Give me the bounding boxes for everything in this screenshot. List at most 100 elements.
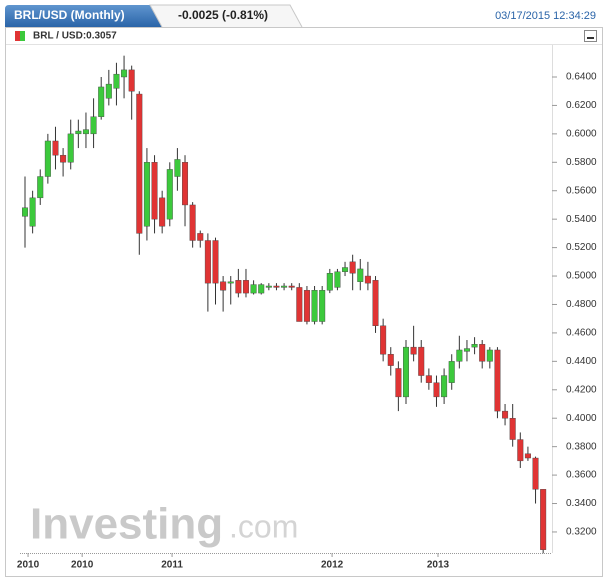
candle-body xyxy=(303,290,310,322)
y-tick-label: 0.6400 xyxy=(566,72,597,83)
candle-body xyxy=(524,453,531,459)
candle-body xyxy=(220,281,227,291)
chart-title: BRL/USD (Monthly) xyxy=(14,8,125,22)
candle-body xyxy=(288,285,295,288)
candle-body xyxy=(121,69,128,78)
candle-body xyxy=(372,280,379,327)
candle-body xyxy=(349,261,356,274)
candle-body xyxy=(540,489,547,550)
candle-body xyxy=(532,457,539,490)
y-tick-label: 0.4600 xyxy=(566,328,597,339)
candle-body xyxy=(486,349,493,362)
candle-body xyxy=(204,240,211,284)
timestamp: 03/17/2015 12:34:29 xyxy=(495,10,596,22)
x-tick-label: 2010 xyxy=(71,560,94,571)
y-tick-label: 0.4400 xyxy=(566,356,597,367)
candle-body xyxy=(311,290,318,322)
candle-body xyxy=(509,418,516,440)
candle-body xyxy=(151,162,158,220)
y-tick-label: 0.5400 xyxy=(566,214,597,225)
x-tick-label: 2013 xyxy=(427,560,450,571)
candle-body xyxy=(197,233,204,241)
candle-body xyxy=(98,86,105,117)
candle-body xyxy=(456,349,463,362)
y-tick-label: 0.4000 xyxy=(566,413,597,424)
candle-body xyxy=(143,162,150,227)
candle-body xyxy=(75,130,82,135)
candle-body xyxy=(212,240,219,284)
candle-body xyxy=(189,204,196,241)
minimize-button[interactable] xyxy=(584,30,597,42)
candle-body xyxy=(90,116,97,135)
y-tick-label: 0.3200 xyxy=(566,527,597,538)
legend-icon-up xyxy=(20,31,25,41)
candle-body xyxy=(105,83,112,99)
candle-body xyxy=(357,268,364,282)
y-tick-label: 0.5800 xyxy=(566,157,597,168)
candle-body xyxy=(227,281,234,284)
y-tick-label: 0.3600 xyxy=(566,470,597,481)
y-tick-label: 0.5600 xyxy=(566,185,597,196)
candle-body xyxy=(52,140,59,156)
watermark-domain: .com xyxy=(229,508,298,544)
title-tab xyxy=(5,5,162,27)
x-tick-label: 2011 xyxy=(161,560,183,571)
candle-body xyxy=(37,176,44,199)
candle-body xyxy=(166,169,173,220)
candle-body xyxy=(258,284,265,294)
candle-body xyxy=(364,275,371,284)
candle-body xyxy=(60,154,67,163)
y-tick-label: 0.6200 xyxy=(566,100,597,111)
x-tick-label: 2010 xyxy=(17,560,40,571)
candle-body xyxy=(448,361,455,383)
y-tick-label: 0.5000 xyxy=(566,271,597,282)
legend-icon-down xyxy=(15,31,20,41)
candle-body xyxy=(265,285,272,288)
candle-body xyxy=(174,159,181,177)
candle-body xyxy=(113,73,120,89)
candle-body xyxy=(82,129,89,135)
candle-body xyxy=(517,439,524,462)
candle-body xyxy=(418,346,425,376)
x-tick-label: 2012 xyxy=(321,560,344,571)
candle-body xyxy=(159,197,166,227)
candle-body xyxy=(250,284,257,294)
candle-body xyxy=(242,280,249,294)
candle-body xyxy=(326,272,333,291)
change: -0.0025 (-0.81%) xyxy=(178,8,268,22)
candle-body xyxy=(128,69,135,92)
candle-body xyxy=(387,354,394,366)
candle-body xyxy=(334,271,341,288)
candle-body xyxy=(296,287,303,322)
candle-body xyxy=(29,197,36,227)
candle-body xyxy=(502,410,509,419)
candle-body xyxy=(22,207,29,217)
candle-body xyxy=(425,375,432,383)
watermark-brand: Investing xyxy=(30,500,223,549)
candle-body xyxy=(44,140,51,177)
subtitle: BRL / USD:0.3057 xyxy=(33,31,117,42)
candle-body xyxy=(494,349,501,412)
candle-body xyxy=(235,280,242,294)
candle-body xyxy=(136,93,143,234)
candle-body xyxy=(395,368,402,398)
candle-body xyxy=(273,285,280,288)
y-tick-label: 0.6000 xyxy=(566,129,597,140)
candle-body xyxy=(471,344,478,348)
candle-body xyxy=(433,382,440,398)
candle-body xyxy=(441,375,448,398)
candle-body xyxy=(342,267,349,272)
candle-body xyxy=(403,346,410,398)
candle-body xyxy=(67,133,74,163)
y-tick-label: 0.3800 xyxy=(566,441,597,452)
y-tick-label: 0.4200 xyxy=(566,384,597,395)
y-tick-label: 0.5200 xyxy=(566,242,597,253)
candle-body xyxy=(463,348,470,352)
candle-body xyxy=(380,325,387,355)
y-tick-label: 0.3400 xyxy=(566,498,597,509)
candle-body xyxy=(410,346,417,355)
y-tick-label: 0.4800 xyxy=(566,299,597,310)
candle-body xyxy=(319,290,326,322)
candle-body xyxy=(479,344,486,362)
